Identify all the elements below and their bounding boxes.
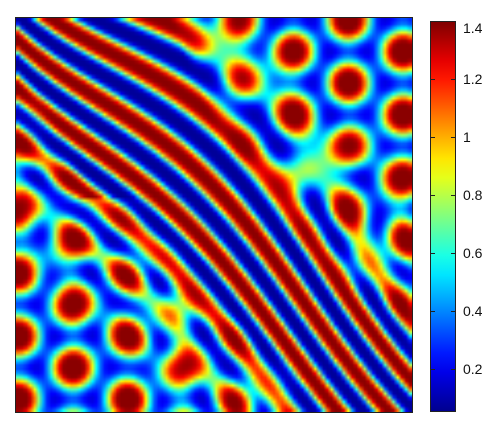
colorbar-tick-label: 0.6 xyxy=(463,244,483,261)
colorbar-tick-label: 0.2 xyxy=(463,360,483,377)
colorbar-tick-mark xyxy=(431,78,435,80)
colorbar-tick-mark xyxy=(451,78,455,80)
colorbar-tick-mark xyxy=(431,310,435,312)
colorbar-tick-mark xyxy=(451,21,455,22)
colorbar-tick-label: 1.4 xyxy=(463,20,483,36)
colorbar-tick-mark xyxy=(451,194,455,196)
colorbar-tick-mark xyxy=(451,136,455,138)
colorbar-tick-label: 0.8 xyxy=(463,186,483,203)
colorbar-tick-mark xyxy=(431,136,435,138)
colorbar-tick-mark xyxy=(431,252,435,254)
colorbar-tick-mark xyxy=(431,194,435,196)
colorbar-tick-mark xyxy=(451,368,455,370)
colorbar-tick-label: 1 xyxy=(463,128,471,145)
colorbar-tick-mark xyxy=(431,368,435,370)
colorbar-tick-label: 1.2 xyxy=(463,70,483,87)
colorbar-tick-mark xyxy=(451,252,455,254)
colorbar-tick-label: 0.4 xyxy=(463,302,483,319)
colorbar-tick-mark xyxy=(431,21,435,22)
heatmap-image xyxy=(16,18,412,412)
heatmap-plot-area xyxy=(15,17,413,413)
colorbar xyxy=(430,21,456,412)
colorbar-tick-mark xyxy=(451,310,455,312)
